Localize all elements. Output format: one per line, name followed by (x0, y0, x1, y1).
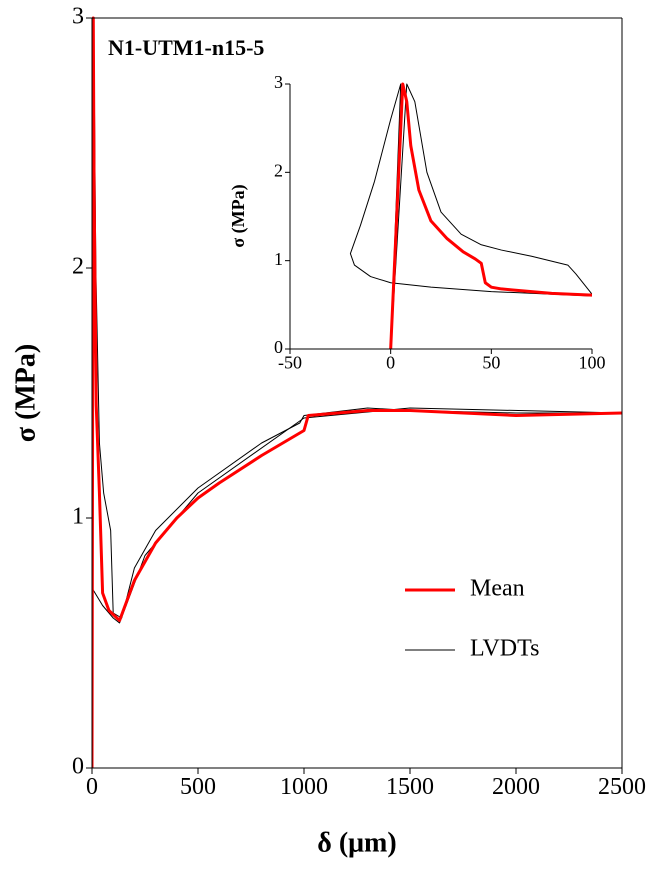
x-tick-label: 500 (180, 774, 216, 800)
chart-title: N1-UTM1-n15-5 (108, 35, 264, 60)
x-axis-label: δ (μm) (317, 827, 396, 858)
x-tick-label: 2000 (492, 774, 540, 800)
x-tick-label: 0 (86, 774, 98, 800)
plot-area (349, 82, 592, 350)
y-tick-label: 0 (274, 337, 283, 357)
x-tick-label: 1500 (386, 774, 434, 800)
x-tick-label: 100 (579, 352, 606, 372)
x-tick-label: 0 (386, 352, 395, 372)
y-tick-label: 1 (72, 504, 84, 530)
data-line (389, 82, 592, 350)
y-tick-label: 3 (72, 4, 84, 30)
y-tick-label: 3 (274, 72, 283, 92)
plot-area (92, 16, 622, 769)
data-line (390, 83, 592, 350)
data-line (92, 17, 622, 769)
x-tick-label: 2500 (598, 774, 646, 800)
x-tick-label: 50 (482, 352, 500, 372)
y-axis-label: σ (MPa) (10, 344, 41, 442)
data-line (92, 17, 622, 769)
legend-label: Mean (470, 576, 525, 602)
y-tick-label: 2 (274, 160, 283, 180)
y-tick-label: 1 (274, 249, 283, 269)
data-line (92, 16, 622, 769)
data-line (349, 83, 592, 350)
x-tick-label: -50 (278, 352, 302, 372)
y-tick-label: 2 (72, 254, 84, 280)
x-tick-label: 1000 (280, 774, 328, 800)
legend-label: LVDTs (470, 636, 539, 662)
y-tick-label: 0 (72, 754, 84, 780)
y-axis-label: σ (MPa) (228, 184, 249, 247)
